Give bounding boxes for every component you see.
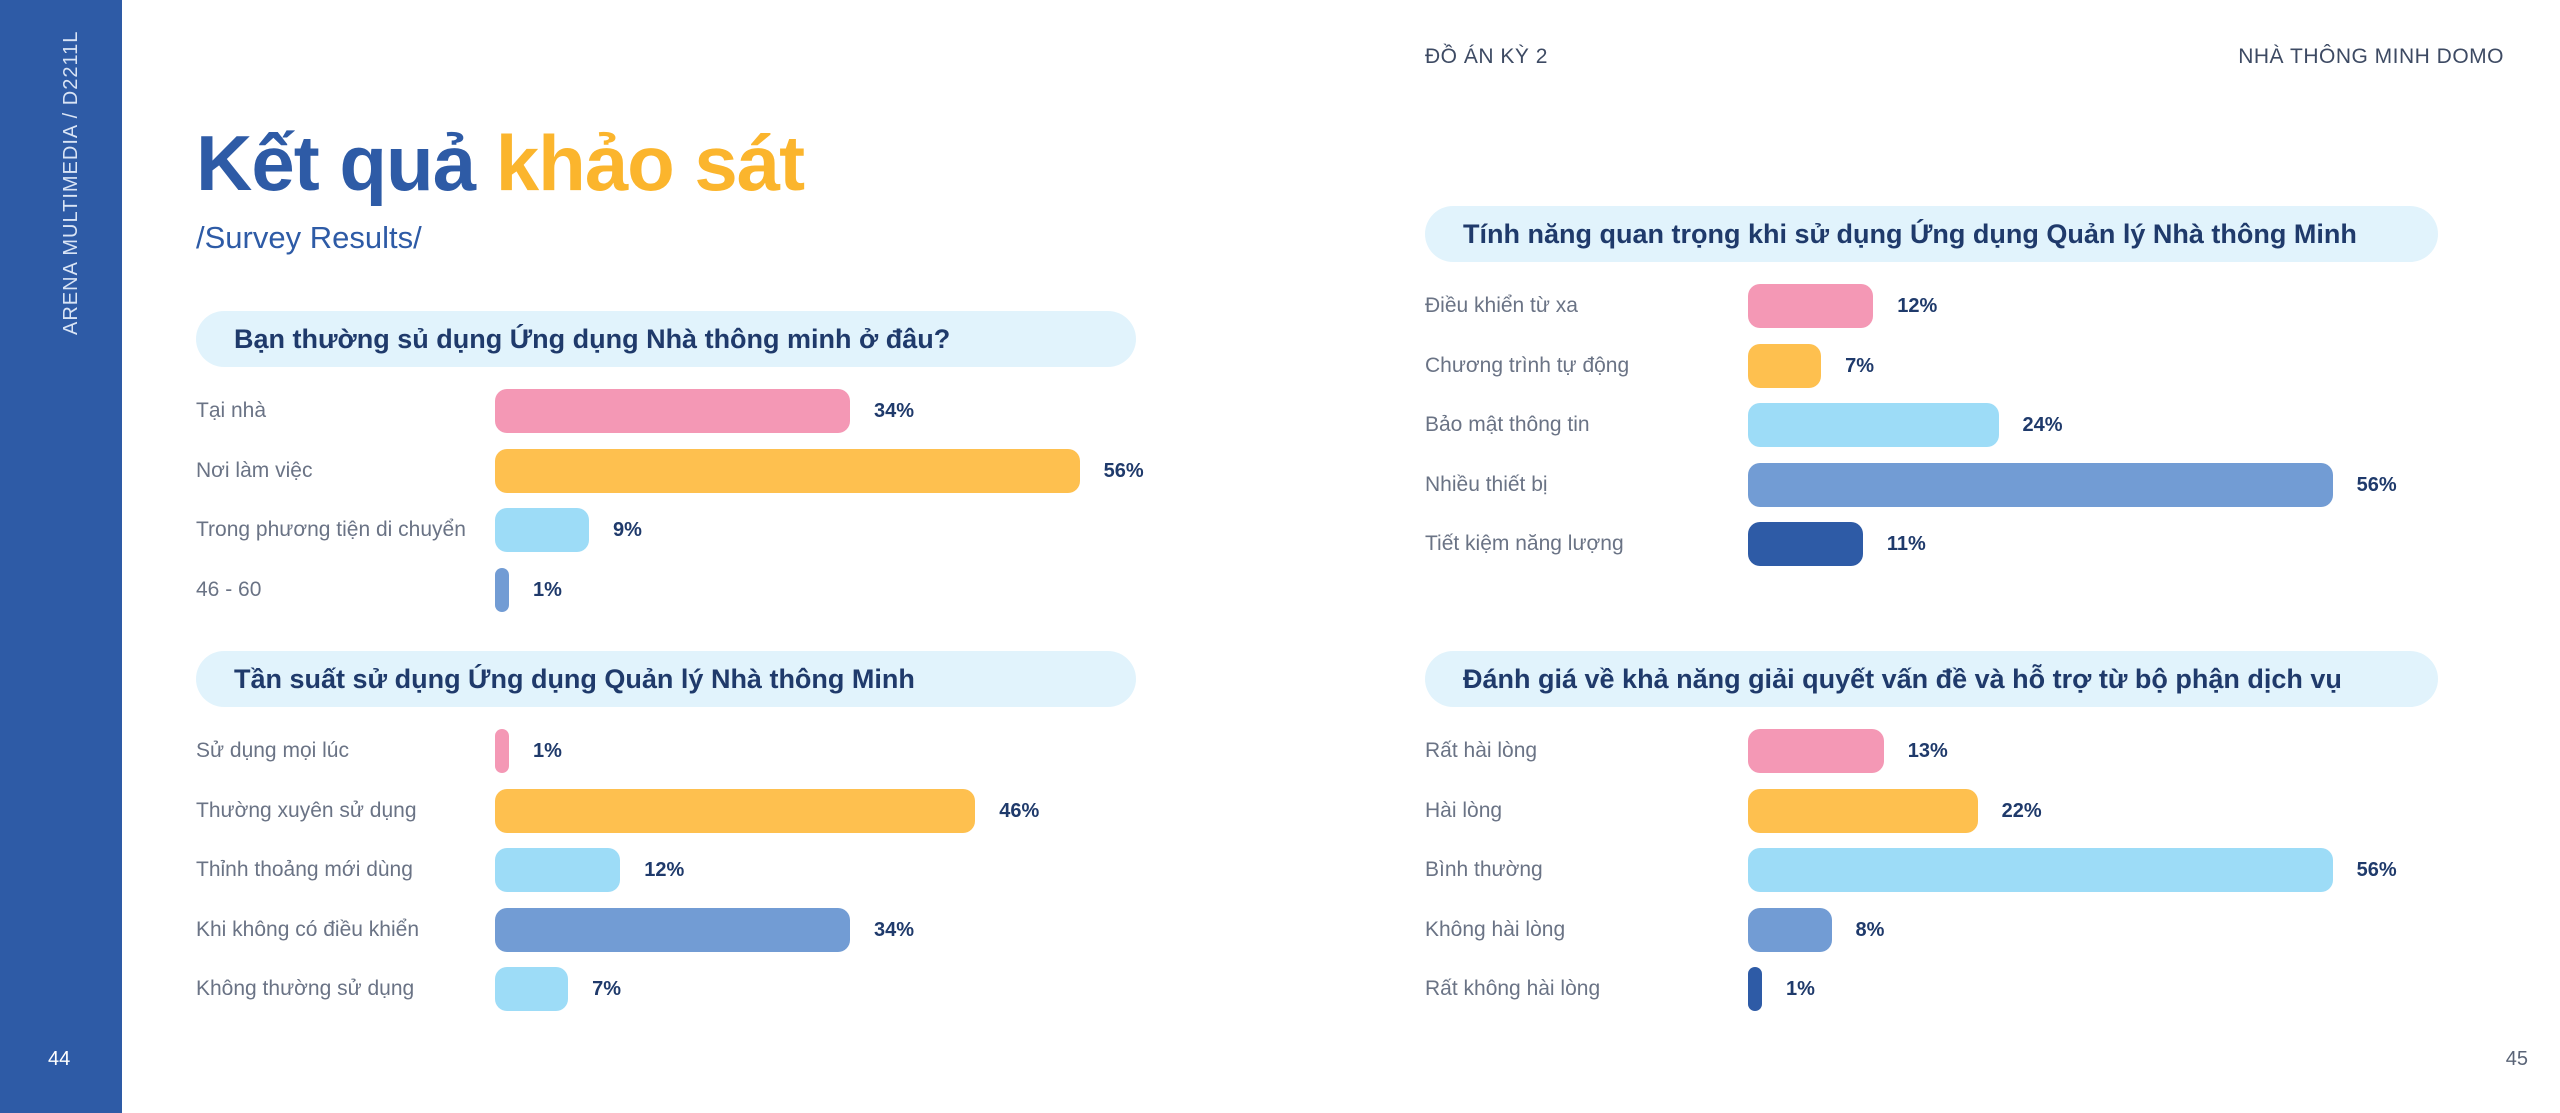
question-box: Đánh giá về khả năng giải quyết vấn đề v…	[1425, 651, 2438, 707]
bar	[1748, 729, 1884, 773]
bar-rows: Sử dụng mọi lúc 1% Thường xuyên sử dụng 46%…	[196, 729, 1216, 1012]
bar-value-label: 56%	[1103, 459, 1144, 482]
bar-row: Bình thường 56%	[1425, 848, 2445, 893]
bar-row: Nơi làm việc 56%	[196, 448, 1216, 493]
bar	[495, 788, 976, 833]
bar-row: Tại nhà 34%	[196, 389, 1216, 433]
bar	[1748, 522, 1863, 567]
bar-row: 46 - 60 1%	[196, 567, 1216, 612]
bar	[1748, 284, 1874, 328]
category-label: Không hài lòng	[1425, 917, 1566, 941]
category-label: Hài lòng	[1425, 798, 1503, 822]
bar-row: Rất hài lòng 13%	[1425, 729, 2445, 773]
bar-row: Không thường sử dụng 7%	[196, 967, 1216, 1012]
bar	[1748, 462, 2333, 507]
bar-value-label: 7%	[1845, 354, 1874, 377]
category-label: Sử dụng mọi lúc	[196, 739, 349, 762]
category-label: Trong phương tiện di chuyển	[196, 518, 466, 542]
page-title-part2: khảo sát	[495, 119, 805, 207]
bar	[1748, 967, 1762, 1012]
bar	[1748, 788, 1978, 833]
bar-row: Sử dụng mọi lúc 1%	[196, 729, 1216, 773]
chart-usage-location: Bạn thường sủ dụng Ứng dụng Nhà thông mi…	[196, 311, 1216, 627]
bar	[495, 389, 850, 433]
category-label: Tại nhà	[196, 399, 267, 422]
bar-value-label: 9%	[612, 519, 642, 542]
bar-row: Trong phương tiện di chuyển 9%	[196, 508, 1216, 553]
bar-row: Không hài lòng 8%	[1425, 907, 2445, 952]
category-label: Rất hài lòng	[1425, 739, 1538, 762]
chart-service-rating: Đánh giá về khả năng giải quyết vấn đề v…	[1425, 651, 2445, 1027]
bar	[1748, 848, 2333, 893]
category-label: Nơi làm việc	[196, 458, 313, 482]
bar-row: Tiết kiệm năng lượng 11%	[1425, 522, 2445, 567]
bar-value-label: 11%	[1886, 533, 1926, 556]
category-label: Thường xuyên sử dụng	[196, 798, 417, 822]
bar	[495, 848, 621, 893]
question-box: Tính năng quan trọng khi sử dụng Ứng dụn…	[1425, 206, 2438, 262]
bar-value-label: 56%	[2356, 473, 2397, 496]
bar-row: Thường xuyên sử dụng 46%	[196, 788, 1216, 833]
bar-value-label: 1%	[533, 740, 562, 762]
bar	[495, 967, 569, 1012]
bar	[495, 729, 509, 773]
header-product: NHÀ THÔNG MINH DOMO	[2238, 45, 2504, 68]
sidebar: ARENA MULTIMEDIA / D2211L 44	[0, 0, 122, 1113]
bar	[495, 448, 1080, 493]
bar-rows: Điều khiển từ xa 12% Chương trình tự động 7…	[1425, 284, 2445, 567]
bar-row: Hài lòng 22%	[1425, 788, 2445, 833]
bar	[495, 567, 509, 612]
bar	[495, 907, 850, 952]
category-label: Rất không hài lòng	[1425, 977, 1601, 1001]
bar-row: Thỉnh thoảng mới dùng 12%	[196, 848, 1216, 893]
bar-value-label: 8%	[1855, 918, 1885, 941]
bar-value-label: 12%	[1897, 295, 1938, 317]
bar	[1748, 343, 1822, 388]
page-subtitle: /Survey Results/	[196, 220, 422, 255]
bar-rows: Rất hài lòng 13% Hài lòng 22% Bình thường 56%…	[1425, 729, 2445, 1012]
page-number-right: 45	[2505, 1048, 2528, 1070]
category-label: Tiết kiệm năng lượng	[1425, 532, 1624, 556]
bar-row: Chương trình tự động 7%	[1425, 343, 2445, 388]
category-label: Bảo mật thông tin	[1425, 413, 1590, 437]
bar-value-label: 46%	[999, 799, 1040, 822]
category-label: Không thường sử dụng	[196, 977, 415, 1001]
bar-row: Khi không có điều khiển 34%	[196, 907, 1216, 952]
bar-value-label: 22%	[2001, 799, 2042, 822]
category-label: Thỉnh thoảng mới dùng	[196, 858, 413, 882]
page-number-left: 44	[48, 1048, 71, 1070]
bar-row: Bảo mật thông tin 24%	[1425, 403, 2445, 448]
category-label: Điều khiển từ xa	[1425, 294, 1578, 317]
bar-value-label: 1%	[533, 578, 562, 601]
bar-value-label: 13%	[1907, 740, 1948, 762]
bar	[1748, 403, 1999, 448]
category-label: Khi không có điều khiển	[196, 917, 419, 941]
category-label: 46 - 60	[196, 577, 262, 601]
header-project: ĐỒ ÁN KỲ 2	[1425, 45, 1548, 68]
bar-value-label: 1%	[1786, 978, 1815, 1001]
page-title: Kết quả khảo sát	[196, 118, 805, 209]
bar	[1748, 907, 1832, 952]
bar-rows: Tại nhà 34% Nơi làm việc 56% Trong phương ti…	[196, 389, 1216, 612]
bar-value-label: 12%	[644, 859, 685, 882]
page-title-part1: Kết quả	[196, 119, 476, 207]
chart-usage-frequency: Tần suất sử dụng Ứng dụng Quản lý Nhà th…	[196, 651, 1216, 1027]
sidebar-vertical-text: ARENA MULTIMEDIA / D2211L	[60, 30, 82, 335]
bar-row: Rất không hài lòng 1%	[1425, 967, 2445, 1012]
category-label: Nhiều thiết bị	[1425, 472, 1548, 496]
bar-value-label: 34%	[873, 918, 914, 941]
bar-value-label: 56%	[2356, 859, 2397, 882]
category-label: Bình thường	[1425, 858, 1543, 882]
question-box: Tần suất sử dụng Ứng dụng Quản lý Nhà th…	[196, 651, 1136, 707]
bar-value-label: 24%	[2022, 414, 2063, 437]
bar-row: Điều khiển từ xa 12%	[1425, 284, 2445, 328]
bar	[495, 508, 589, 553]
category-label: Chương trình tự động	[1425, 353, 1630, 377]
bar-value-label: 7%	[592, 978, 621, 1001]
bar-row: Nhiều thiết bị 56%	[1425, 462, 2445, 507]
chart-important-features: Tính năng quan trọng khi sử dụng Ứng dụn…	[1425, 206, 2445, 582]
question-box: Bạn thường sủ dụng Ứng dụng Nhà thông mi…	[196, 311, 1136, 367]
bar-value-label: 34%	[873, 400, 914, 422]
